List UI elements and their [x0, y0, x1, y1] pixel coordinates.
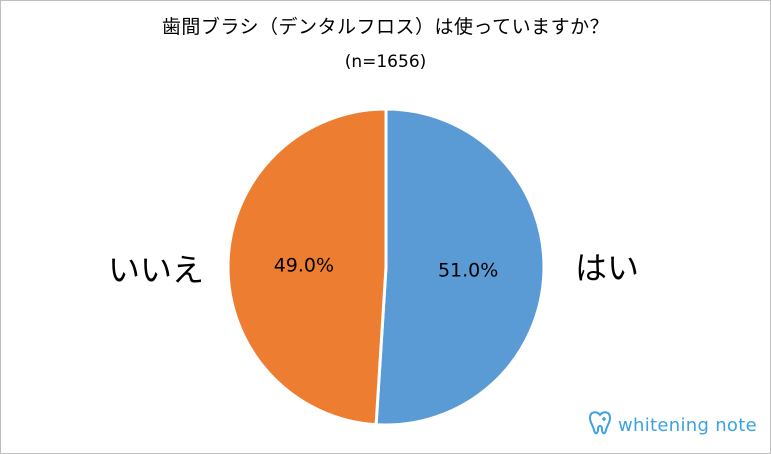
watermark-text: whitening note	[618, 414, 757, 436]
watermark: whitening note	[588, 410, 757, 440]
chart-subtitle: (n=1656)	[344, 52, 427, 72]
pie-slice-no	[226, 107, 388, 427]
data-label-no: 49.0%	[274, 254, 334, 276]
tooth-icon	[588, 410, 612, 440]
chart-title: 歯間ブラシ（デンタルフロス）は使っていますか？	[161, 16, 610, 38]
data-label-yes: 51.0%	[438, 260, 498, 282]
pie-slice-yes	[374, 107, 546, 427]
category-label-no: いいえ	[108, 251, 205, 289]
category-label-yes: はい	[575, 249, 640, 287]
